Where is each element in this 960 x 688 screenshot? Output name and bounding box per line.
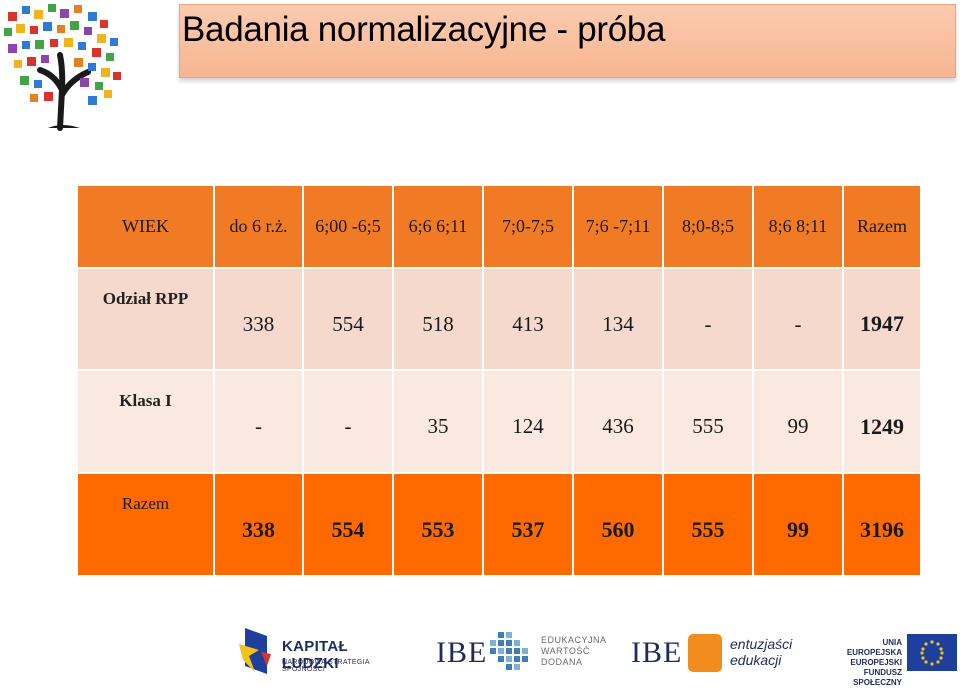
header-cell: do 6 r.ż. <box>215 186 302 267</box>
kapital-ludzki-title: KAPITAŁ LUDZKI <box>282 638 348 672</box>
header-cell: 7;6 -7;11 <box>574 186 662 267</box>
page-title: Badania normalizacyjne - próba <box>182 10 666 49</box>
ibe-slogan-line: WARTOŚĆ <box>541 646 590 656</box>
table-header-row: WIEK do 6 r.ż. 6;00 -6;5 6;6 6;11 7;0-7;… <box>78 186 920 267</box>
row-total: 3196 <box>844 474 920 575</box>
ibe-grid-icon <box>490 632 528 670</box>
ibe-slogan: EDUKACYJNA WARTOŚĆ DODANA <box>541 635 607 668</box>
table-cell: 436 <box>574 371 662 472</box>
table-cell: 537 <box>484 474 572 575</box>
header-cell: 8;6 8;11 <box>754 186 842 267</box>
row-label: Razem <box>78 474 213 575</box>
table-cell: 518 <box>394 269 482 369</box>
table-cell: - <box>304 371 392 472</box>
table-cell: 560 <box>574 474 662 575</box>
ent-line: entuzjaści <box>730 636 793 652</box>
row-total: 1947 <box>844 269 920 369</box>
footer-logos: KAPITAŁ LUDZKI NARODOWA STRATEGIA SPÓJNO… <box>0 620 960 687</box>
header-cell: Razem <box>844 186 920 267</box>
kapital-ludzki-subtitle: NARODOWA STRATEGIA SPÓJNOŚCI <box>282 659 370 673</box>
row-total: 1249 <box>844 371 920 472</box>
entuzjasci-icon <box>688 634 722 672</box>
eu-flag-icon <box>907 634 957 671</box>
ibe-logo-text: IBE <box>436 636 488 669</box>
table-cell: - <box>215 371 302 472</box>
table-cell: 124 <box>484 371 572 472</box>
ue-text: UNIA EUROPEJSKA EUROPEJSKI FUNDUSZ SPOŁE… <box>828 638 902 688</box>
table-cell: 134 <box>574 269 662 369</box>
table-cell: 99 <box>754 371 842 472</box>
table-total-row: Razem 338 554 553 537 560 555 99 3196 <box>78 474 920 575</box>
kapital-ludzki-icon <box>239 628 271 674</box>
table-cell: - <box>664 269 752 369</box>
ibe-slogan-line: DODANA <box>541 657 583 667</box>
kapital-ludzki-logo: KAPITAŁ LUDZKI NARODOWA STRATEGIA SPÓJNO… <box>237 626 407 678</box>
table-cell: 554 <box>304 474 392 575</box>
table-cell: 555 <box>664 371 752 472</box>
ue-line: UNIA EUROPEJSKA <box>846 638 902 657</box>
row-label: Klasa I <box>78 371 213 472</box>
entuzjasci-edukacji-logo: entuzjaści edukacji <box>730 636 792 668</box>
ibe-logo-text-2: IBE <box>631 636 683 669</box>
table-cell: 99 <box>754 474 842 575</box>
table-row: Klasa I - - 35 124 436 555 99 1249 <box>78 371 920 472</box>
header-cell: 6;00 -6;5 <box>304 186 392 267</box>
header-cell: WIEK <box>78 186 213 267</box>
table-cell: 338 <box>215 269 302 369</box>
table-cell: 35 <box>394 371 482 472</box>
table-cell: 553 <box>394 474 482 575</box>
table-row: Odział RPP 338 554 518 413 134 - - 1947 <box>78 269 920 369</box>
table-cell: - <box>754 269 842 369</box>
data-table: WIEK do 6 r.ż. 6;00 -6;5 6;6 6;11 7;0-7;… <box>76 184 922 577</box>
table-cell: 413 <box>484 269 572 369</box>
ue-line: EUROPEJSKI <box>850 658 902 667</box>
ue-line: FUNDUSZ SPOŁECZNY <box>853 668 902 687</box>
title-banner: Badania normalizacyjne - próba <box>179 4 956 78</box>
tree-logo <box>4 4 121 131</box>
header-cell: 6;6 6;11 <box>394 186 482 267</box>
table-cell: 338 <box>215 474 302 575</box>
row-label: Odział RPP <box>78 269 213 369</box>
table-cell: 555 <box>664 474 752 575</box>
ibe-slogan-line: EDUKACYJNA <box>541 635 607 645</box>
header-cell: 8;0-8;5 <box>664 186 752 267</box>
header-cell: 7;0-7;5 <box>484 186 572 267</box>
ent-line: edukacji <box>730 652 782 668</box>
table-cell: 554 <box>304 269 392 369</box>
